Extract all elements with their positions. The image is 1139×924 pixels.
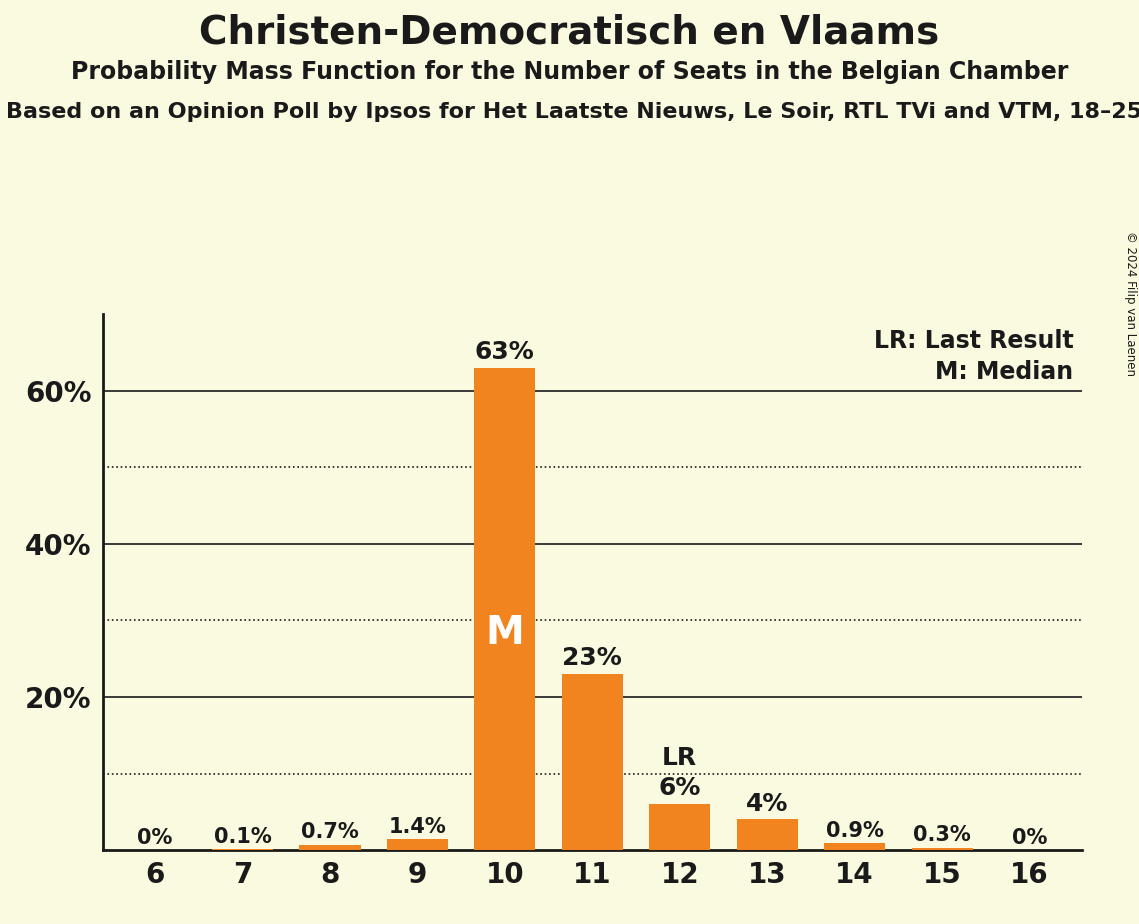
- Bar: [300, 845, 361, 850]
- Text: Probability Mass Function for the Number of Seats in the Belgian Chamber: Probability Mass Function for the Number…: [71, 60, 1068, 84]
- Text: M: Median: M: Median: [935, 360, 1073, 384]
- Bar: [737, 820, 797, 850]
- Text: LR: LR: [662, 746, 697, 770]
- Bar: [387, 839, 448, 850]
- Text: 1.4%: 1.4%: [388, 817, 446, 837]
- Text: Based on an Opinion Poll by Ipsos for Het Laatste Nieuws, Le Soir, RTL TVi and V: Based on an Opinion Poll by Ipsos for He…: [6, 102, 1139, 122]
- Text: 0.3%: 0.3%: [913, 825, 970, 845]
- Text: LR: Last Result: LR: Last Result: [874, 330, 1073, 354]
- Text: 0.1%: 0.1%: [214, 827, 271, 847]
- Bar: [911, 848, 973, 850]
- Text: 0%: 0%: [1011, 828, 1047, 848]
- Bar: [562, 674, 623, 850]
- Text: © 2024 Filip van Laenen: © 2024 Filip van Laenen: [1124, 231, 1137, 376]
- Text: 0%: 0%: [138, 828, 173, 848]
- Text: 23%: 23%: [563, 646, 622, 670]
- Text: 0.7%: 0.7%: [301, 822, 359, 843]
- Text: 4%: 4%: [746, 792, 788, 816]
- Text: 63%: 63%: [475, 340, 534, 364]
- Text: M: M: [485, 614, 524, 652]
- Bar: [649, 804, 711, 850]
- Text: 0.9%: 0.9%: [826, 821, 884, 841]
- Bar: [474, 368, 535, 850]
- Bar: [823, 844, 885, 850]
- Text: 6%: 6%: [658, 776, 700, 800]
- Text: Christen-Democratisch en Vlaams: Christen-Democratisch en Vlaams: [199, 14, 940, 52]
